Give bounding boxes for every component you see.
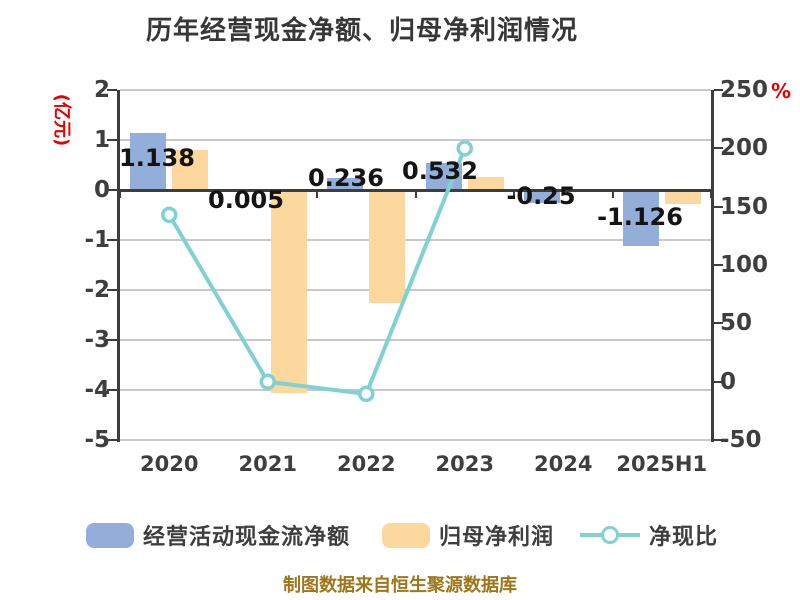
right-tick-label: 50: [720, 310, 753, 337]
right-axis-tick: [714, 322, 723, 325]
left-axis-tick: [107, 289, 117, 291]
gridline: [120, 239, 711, 241]
legend-item-net-profit[interactable]: 归母净利润: [382, 518, 554, 552]
right-axis-tick: [714, 380, 723, 383]
legend-label-operating-cashflow: 经营活动现金流净额: [143, 525, 351, 550]
bar-net-profit-2021: [270, 190, 307, 393]
left-axis-tick: [107, 339, 117, 341]
x-category-label: 2023: [435, 452, 494, 476]
gridline: [120, 289, 711, 291]
legend-item-netcash-ratio[interactable]: 净现比: [580, 518, 718, 552]
right-tick-label: -50: [720, 427, 762, 453]
netcash-ratio-marker: [456, 140, 473, 157]
right-tick-label: 0: [720, 368, 737, 395]
left-tick-label: 0: [93, 177, 110, 203]
x-category-label: 2024: [534, 452, 593, 476]
left-axis-tick: [107, 389, 117, 391]
bar-value-label: -0.25: [506, 182, 576, 210]
left-tick-label: -1: [84, 227, 110, 253]
left-axis-tick: [107, 439, 117, 441]
legend-swatch-net-profit: [382, 522, 430, 548]
legend: 经营活动现金流净额 归母净利润 净现比: [0, 518, 800, 552]
left-axis-tick: [107, 189, 117, 191]
x-category-label: 2021: [238, 452, 297, 476]
left-axis-tick: [107, 239, 117, 241]
bar-value-label: 0.532: [402, 157, 478, 185]
bar-net-profit-2022: [369, 190, 406, 303]
gridline: [120, 339, 711, 341]
bar-net-profit-2020: [172, 150, 209, 190]
x-axis-tick: [710, 191, 712, 198]
netcash-ratio-line: [167, 147, 467, 397]
right-axis-tick: [714, 264, 723, 266]
right-axis-tick: [714, 147, 723, 150]
right-axis-line: [711, 90, 714, 442]
left-axis-tick: [107, 89, 117, 91]
netcash-ratio-marker: [358, 385, 375, 403]
x-category-label: 2025H1: [616, 452, 708, 476]
legend-label-netcash-ratio: 净现比: [649, 525, 719, 550]
legend-item-operating-cashflow[interactable]: 经营活动现金流净额: [86, 518, 350, 552]
x-axis-tick: [414, 191, 417, 198]
gridline: [120, 139, 711, 141]
bar-operating-cashflow-2025H1: [622, 190, 659, 247]
chart-title: 历年经营现金净额、归母净利润情况: [145, 16, 578, 46]
bar-operating-cashflow-2024: [524, 190, 561, 203]
right-tick-label: 200: [720, 135, 769, 162]
legend-marker-dot-icon: [601, 526, 619, 544]
left-tick-label: 1: [93, 127, 110, 153]
x-axis-line: [120, 189, 711, 192]
left-axis-tick: [107, 139, 117, 141]
netcash-ratio-marker: [259, 373, 276, 391]
legend-swatch-operating-cashflow: [86, 522, 134, 548]
data-source-note: 制图数据来自恒生聚源数据库: [283, 575, 517, 596]
right-axis-tick: [714, 205, 723, 208]
bar-value-label: -1.126: [597, 203, 683, 231]
bar-net-profit-2025H1: [664, 190, 701, 204]
x-axis-tick: [611, 191, 614, 198]
right-tick-label: 100: [720, 252, 769, 278]
bar-value-label: 0.005: [208, 186, 284, 214]
bar-operating-cashflow-2022: [327, 178, 364, 190]
x-axis-tick: [513, 191, 515, 198]
x-category-label: 2022: [337, 452, 396, 476]
x-axis-tick: [316, 191, 318, 198]
left-tick-label: -4: [84, 377, 110, 403]
right-axis-tick: [714, 89, 723, 91]
right-tick-label: 250: [720, 77, 769, 103]
bar-value-label: 0.236: [308, 164, 384, 192]
left-tick-label: 2: [93, 77, 110, 103]
gridline: [120, 389, 711, 391]
x-axis-tick: [119, 191, 121, 198]
x-category-label: 2020: [140, 452, 199, 476]
right-axis-unit-label: %: [771, 79, 792, 103]
bar-operating-cashflow-2020: [130, 133, 167, 190]
left-tick-label: -5: [84, 427, 110, 453]
right-tick-label: 150: [720, 193, 769, 220]
left-axis-line: [117, 90, 120, 442]
left-tick-label: -2: [84, 277, 110, 303]
gridline: [120, 89, 711, 91]
legend-label-net-profit: 归母净利润: [439, 525, 555, 550]
right-axis-tick: [714, 439, 723, 441]
legend-line-marker: [580, 526, 640, 544]
bar-net-profit-2023: [467, 176, 504, 190]
gridline: [120, 439, 711, 441]
x-axis-tick: [217, 191, 220, 198]
left-tick-label: -3: [84, 327, 110, 353]
netcash-ratio-marker: [161, 206, 178, 224]
bar-value-label: 1.138: [119, 144, 195, 172]
